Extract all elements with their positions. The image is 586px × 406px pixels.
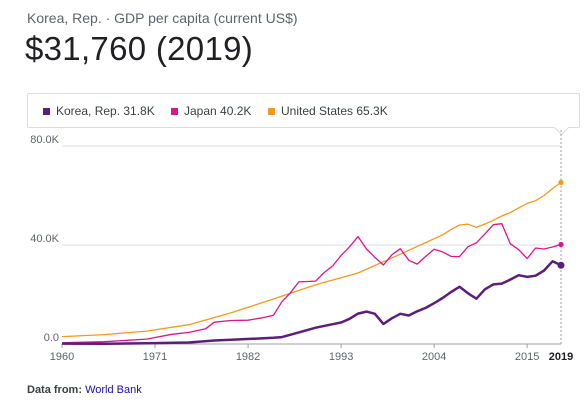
legend-label-korea: Korea, Rep. 31.8K <box>56 104 155 118</box>
legend-swatch-united-states <box>268 107 275 115</box>
headline-value: $31,760 (2019) <box>25 30 254 67</box>
data-source-label: Data from: <box>27 384 83 396</box>
series-endpoint-japan <box>558 241 564 248</box>
series-line-japan <box>61 223 562 344</box>
legend-item-united-states[interactable]: United States 65.3K <box>268 104 388 118</box>
x-tick-label: 2004 <box>422 351 446 363</box>
data-source: Data from: World Bank <box>27 384 142 396</box>
x-tick-label: 1993 <box>329 351 353 363</box>
legend: Korea, Rep. 31.8K Japan 40.2K United Sta… <box>27 93 580 136</box>
x-tick-label: 2015 <box>515 351 539 363</box>
legend-item-japan[interactable]: Japan 40.2K <box>171 104 251 118</box>
series-endpoint-korea-rep <box>557 261 565 269</box>
y-tick-label: 0.0 <box>44 332 59 344</box>
x-tick-label: 1960 <box>50 351 74 363</box>
series-line-united-states <box>61 181 562 338</box>
chart-subtitle: Korea, Rep. · GDP per capita (current US… <box>27 10 298 26</box>
y-tick-label: 80.0K <box>30 134 59 146</box>
series-line-korea-rep <box>61 260 562 345</box>
y-tick-label: 40.0K <box>30 233 59 245</box>
legend-label-united-states: United States 65.3K <box>281 104 388 118</box>
series-endpoint-united-states <box>558 179 564 185</box>
legend-label-japan: Japan 40.2K <box>184 104 252 118</box>
legend-item-korea[interactable]: Korea, Rep. 31.8K <box>43 104 155 118</box>
x-tick-label: 1971 <box>143 351 167 363</box>
highlight-year-label: 2019 <box>549 351 573 363</box>
data-source-link[interactable]: World Bank <box>85 384 142 396</box>
legend-swatch-japan <box>171 107 178 115</box>
legend-swatch-korea <box>43 107 50 115</box>
x-tick-label: 1982 <box>236 351 260 363</box>
